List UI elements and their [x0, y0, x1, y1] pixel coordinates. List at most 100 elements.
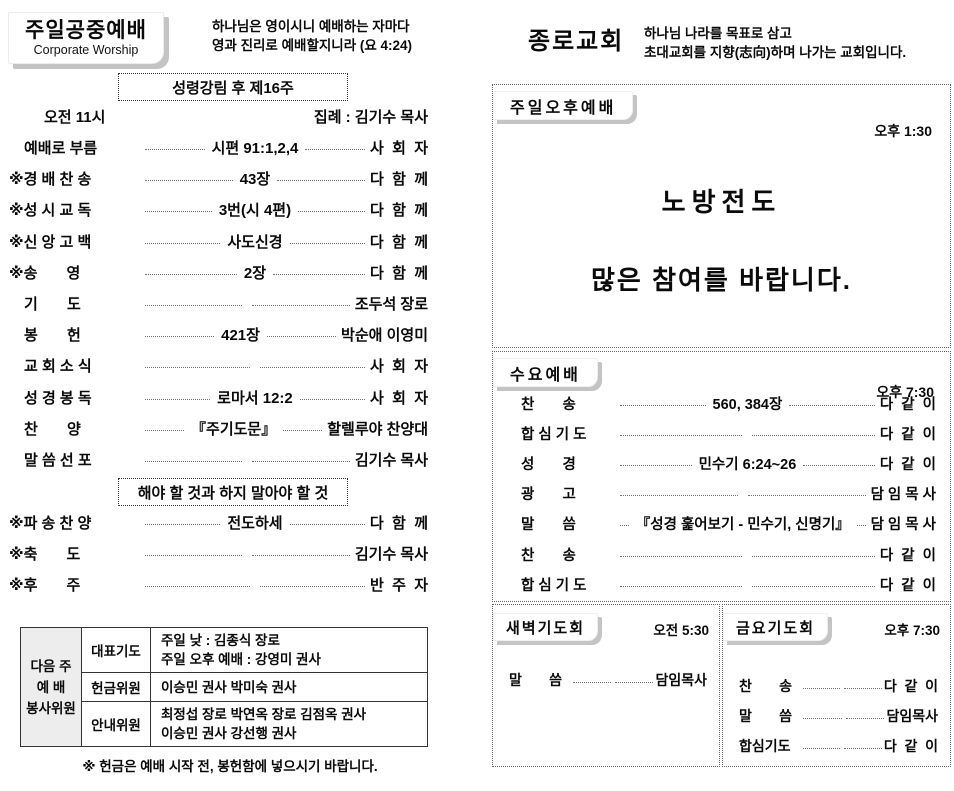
order-item-person: 다 같 이	[883, 738, 939, 754]
dotted-leader	[252, 460, 350, 462]
dotted-leader	[845, 717, 885, 719]
dotted-leader	[145, 586, 250, 587]
dotted-leader	[299, 398, 365, 400]
order-item-label: 찬 양	[24, 420, 81, 438]
sunday-afternoon-service-section: 주일오후예배 오후 1:30 노방전도 많은 참여를 바랍니다.	[492, 84, 951, 348]
order-item-person: 조두석 장로	[354, 296, 429, 314]
dotted-leader	[145, 180, 233, 182]
service-order-row: 말 씀 『성경 훑어보기 - 민수기, 신명기』 담 임 목 사	[521, 509, 936, 539]
service-order-row: ※신 앙 고 백 사도신경 다 함 께	[9, 226, 428, 257]
order-item-label: 광 고	[521, 487, 576, 504]
dotted-leader	[844, 687, 882, 689]
order-item-label: 말 씀 선 포	[24, 451, 92, 469]
order-item-label: 기 도	[24, 296, 81, 314]
scripture-verse: 하나님은 영이시니 예배하는 자마다 영과 진리로 예배할지니라 (요 4:24…	[212, 17, 412, 55]
section-label: 금요기도회	[723, 613, 829, 641]
dotted-leader	[620, 525, 629, 527]
dotted-leader	[803, 747, 841, 749]
motto-line-1: 하나님 나라를 목표로 삼고	[644, 26, 792, 41]
service-order-row: 말 씀 선 포 김기수 목사	[24, 444, 428, 475]
order-item-person: 다 함 께	[369, 264, 429, 282]
duty-category: 대표기도	[81, 627, 151, 673]
order-item-person: 다 함 께	[369, 202, 429, 220]
service-order-row: ※축 도 김기수 목사	[9, 538, 428, 569]
order-item-person: 담 임 목 사	[870, 487, 937, 504]
order-item-person: 다 같 이	[879, 396, 936, 413]
section-time: 오후 1:30	[874, 123, 932, 139]
dotted-leader	[145, 555, 243, 556]
order-item-person: 김기수 목사	[354, 451, 429, 469]
worship-subtitle: Corporate Worship	[33, 42, 139, 57]
verse-line-2: 영과 진리로 예배할지니라 (요 4:24)	[212, 38, 413, 53]
dotted-leader	[747, 495, 866, 497]
service-order-row: 찬 양 『주기도문』 할렐루야 찬양대	[24, 413, 428, 444]
dotted-leader	[620, 555, 743, 557]
order-item-label: 교 회 소 식	[24, 358, 92, 376]
dotted-leader	[145, 336, 215, 338]
duty-category: 헌금위원	[81, 672, 151, 702]
section-label: 주일오후예배	[493, 91, 634, 120]
table-row: 헌금위원 이승민 권사 박미숙 권사	[21, 672, 428, 702]
order-item-detail: 민수기 6:24~26	[698, 456, 797, 473]
wednesday-order-list: 찬 송 560, 384장 다 같 이 합 심 기 도 다 같 이 성 경 민수…	[521, 388, 936, 599]
table-row: 다음 주 예 배 봉사위원 대표기도 주일 낮 : 김종식 장로 주일 오후 예…	[20, 627, 428, 747]
order-item-person: 담임목사	[655, 672, 707, 688]
dotted-leader	[789, 404, 875, 406]
section-header: 수요예배	[493, 352, 950, 387]
service-order-row: 말 씀 담임목사	[739, 701, 938, 731]
dotted-leader	[803, 687, 841, 689]
duty-names: 최정섭 장로 박연옥 장로 김점옥 권사 이승민 권사 강선행 권사	[150, 701, 428, 747]
service-order-row: ※송 영 2장 다 함 께	[9, 257, 429, 288]
dotted-leader	[620, 404, 706, 406]
order-item-detail: 시편 91:1,2,4	[211, 140, 299, 158]
church-motto: 하나님 나라를 목표로 삼고 초대교회를 지향(志向)하며 나가는 교회입니다.	[644, 24, 906, 62]
service-order-row: 합 심 기 도 다 같 이	[521, 569, 936, 599]
order-item-person: 다 같 이	[883, 678, 939, 694]
order-item-label: ※송 영	[9, 264, 81, 282]
service-order-row: ※경 배 찬 송 43장 다 함 께	[9, 163, 428, 194]
dotted-leader	[620, 434, 743, 436]
dotted-leader	[298, 211, 365, 213]
dotted-leader	[305, 149, 365, 151]
order-item-person: 반 주 자	[369, 577, 429, 594]
friday-prayer-section: 금요기도회 오후 7:30 찬 송 다 같 이 말 씀 담임목사 합심기도 다 …	[722, 604, 951, 767]
duty-category: 안내위원	[81, 701, 151, 747]
dotted-leader	[145, 242, 221, 244]
dotted-leader	[273, 273, 365, 275]
dotted-leader	[573, 681, 612, 683]
order-of-worship-list: 예배로 부름 시편 91:1,2,4 사 회 자 ※경 배 찬 송 43장 다 …	[9, 132, 429, 475]
worship-title: 주일공중예배	[25, 18, 147, 42]
table-row: 안내위원 최정섭 장로 박연옥 장로 김점옥 권사 이승민 권사 강선행 권사	[21, 701, 428, 747]
verse-line-1: 하나님은 영이시니 예배하는 자마다	[212, 19, 410, 34]
order-item-person: 할렐루야 찬양대	[327, 420, 429, 438]
service-order-row: ※후 주 반 주 자	[9, 569, 429, 600]
dotted-leader	[289, 524, 365, 525]
order-item-detail: 로마서 12:2	[217, 389, 293, 407]
next-week-duty-table: 다음 주 예 배 봉사위원 대표기도 주일 낮 : 김종식 장로 주일 오후 예…	[20, 627, 428, 747]
order-item-person: 다 같 이	[879, 456, 936, 473]
dotted-leader	[145, 367, 250, 369]
duty-table-header: 다음 주 예 배 봉사위원	[20, 627, 82, 747]
announcement-line: 노방전도	[661, 187, 782, 217]
service-order-row: 합 심 기 도 다 같 이	[521, 418, 936, 448]
dotted-leader	[283, 429, 323, 431]
dotted-leader	[252, 555, 350, 556]
service-order-row: 찬 송 560, 384장 다 같 이	[521, 388, 936, 418]
wednesday-service-section: 수요예배 오후 7:30 찬 송 560, 384장 다 같 이 합 심 기 도…	[492, 351, 951, 602]
order-item-label: 합 심 기 도	[521, 426, 587, 443]
dotted-leader	[145, 211, 212, 213]
dotted-leader	[145, 429, 185, 431]
dotted-leader	[752, 434, 875, 436]
dotted-leader	[856, 525, 866, 527]
order-item-person: 사 회 자	[369, 389, 429, 407]
dotted-leader	[145, 305, 243, 307]
closing-order-list: ※파 송 찬 양 전도하세 다 함 께 ※축 도 김기수 목사 ※후 주 반 주…	[9, 507, 429, 600]
order-item-detail: 43장	[239, 171, 271, 189]
order-item-label: ※성 시 교 독	[9, 202, 92, 220]
order-item-person: 담 임 목 사	[870, 517, 937, 534]
service-order-row: 말 씀 담임목사	[509, 665, 707, 695]
order-item-person: 다 같 이	[879, 577, 937, 594]
section-header: 주일오후예배	[493, 85, 950, 120]
dotted-leader	[620, 495, 738, 497]
